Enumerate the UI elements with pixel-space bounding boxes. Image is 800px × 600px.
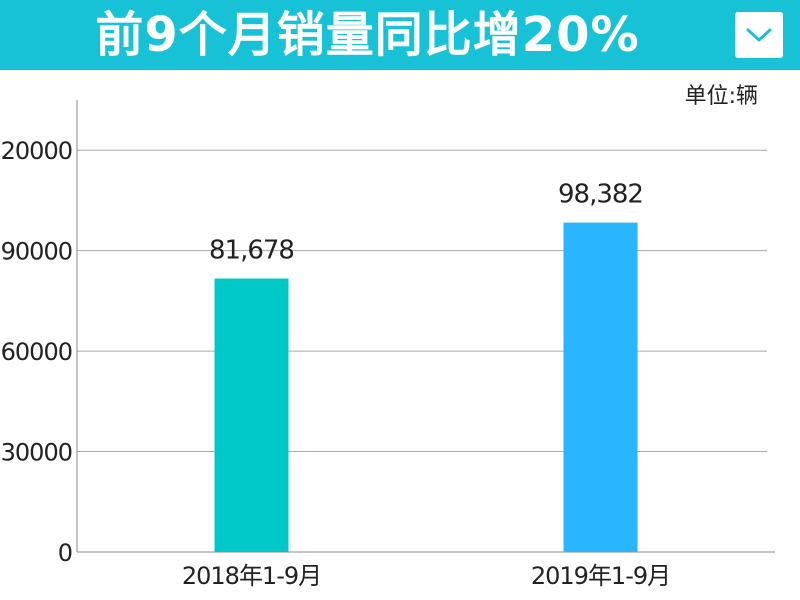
bar-chart: 0 30000 60000 90000 120000 81,678 2018年1-9月 98,… xyxy=(0,100,775,590)
y-tick-label: 30000 xyxy=(1,439,72,467)
x-tick-label: 2018年1-9月 xyxy=(182,562,321,590)
unit-label: 单位:辆 xyxy=(684,84,758,109)
data-label: 98,382 xyxy=(558,180,643,210)
bar xyxy=(563,222,638,553)
page-title: 前9个月销量同比增20% xyxy=(95,7,640,63)
y-tick-label: 60000 xyxy=(1,338,72,366)
bar xyxy=(214,278,289,552)
header-bar: 前9个月销量同比增20% xyxy=(0,0,800,70)
x-tick-label: 2019年1-9月 xyxy=(531,562,670,590)
y-tick-label: 0 xyxy=(58,539,72,567)
dropdown-button[interactable] xyxy=(735,12,783,58)
data-label: 81,678 xyxy=(209,236,294,266)
y-tick-label: 120000 xyxy=(0,137,72,165)
chevron-down-icon xyxy=(746,28,772,42)
y-tick-label: 90000 xyxy=(1,238,72,266)
